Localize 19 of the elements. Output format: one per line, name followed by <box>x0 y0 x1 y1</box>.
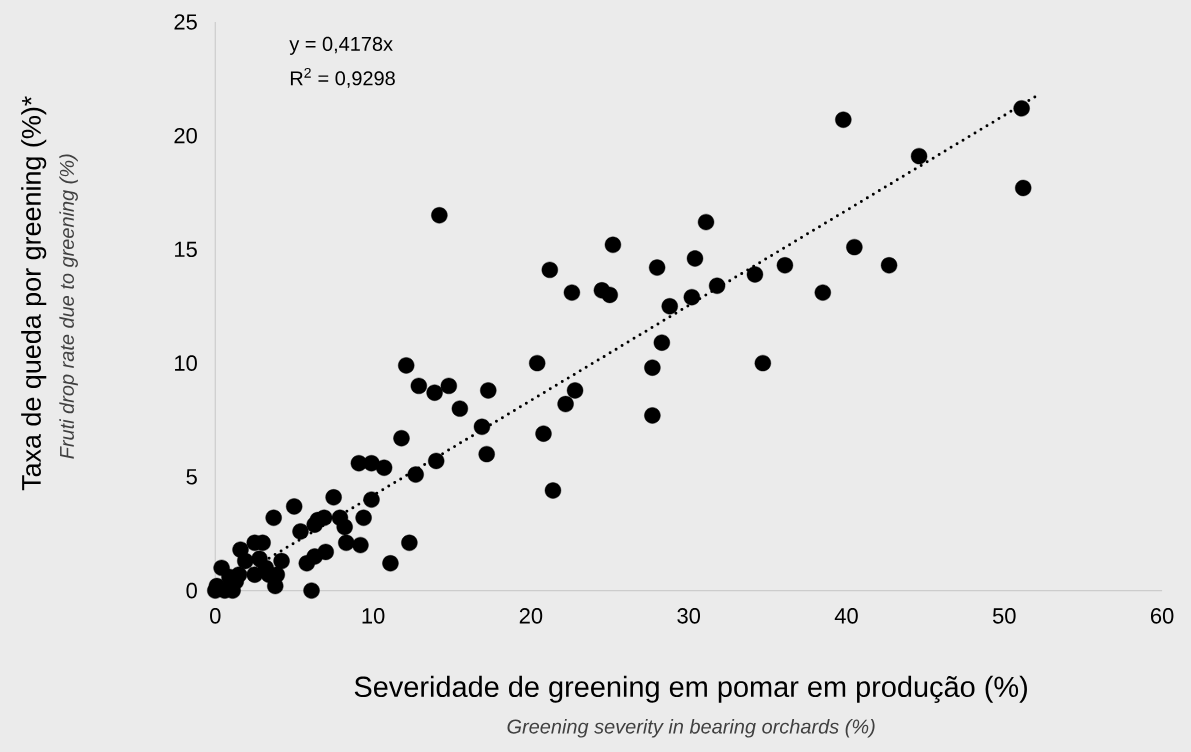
annotation: y = 0,4178x <box>289 36 393 55</box>
x-tick-label: 0 <box>210 607 221 624</box>
x-axis-title: Severidade de greening em pomar em produção (%) <box>354 675 1027 703</box>
y-tick-label: 25 <box>174 14 197 30</box>
y-tick-label: 5 <box>186 469 197 485</box>
y-tick-label: 20 <box>174 127 197 144</box>
y-tick-label: 15 <box>175 241 197 257</box>
text: Fruti drop rate due to greening (%) <box>59 154 78 459</box>
y-tick-label: 0 <box>186 582 197 599</box>
y-axis-title: Taxa de queda por greening (%)* <box>21 96 47 491</box>
x-tick-label: 30 <box>677 607 701 624</box>
x-tick-label: 60 <box>1150 607 1174 624</box>
x-tick-label: 40 <box>834 607 858 624</box>
x-tick-label: 20 <box>519 607 543 624</box>
y-tick-label: 10 <box>175 355 197 371</box>
annotation: R$^{2}$ = 0,9298 <box>290 67 395 88</box>
x-tick-label: 50 <box>992 607 1016 624</box>
text: Greening severity in bearing orchards (%) <box>507 718 875 738</box>
x-tick-label: 10 <box>362 607 385 624</box>
